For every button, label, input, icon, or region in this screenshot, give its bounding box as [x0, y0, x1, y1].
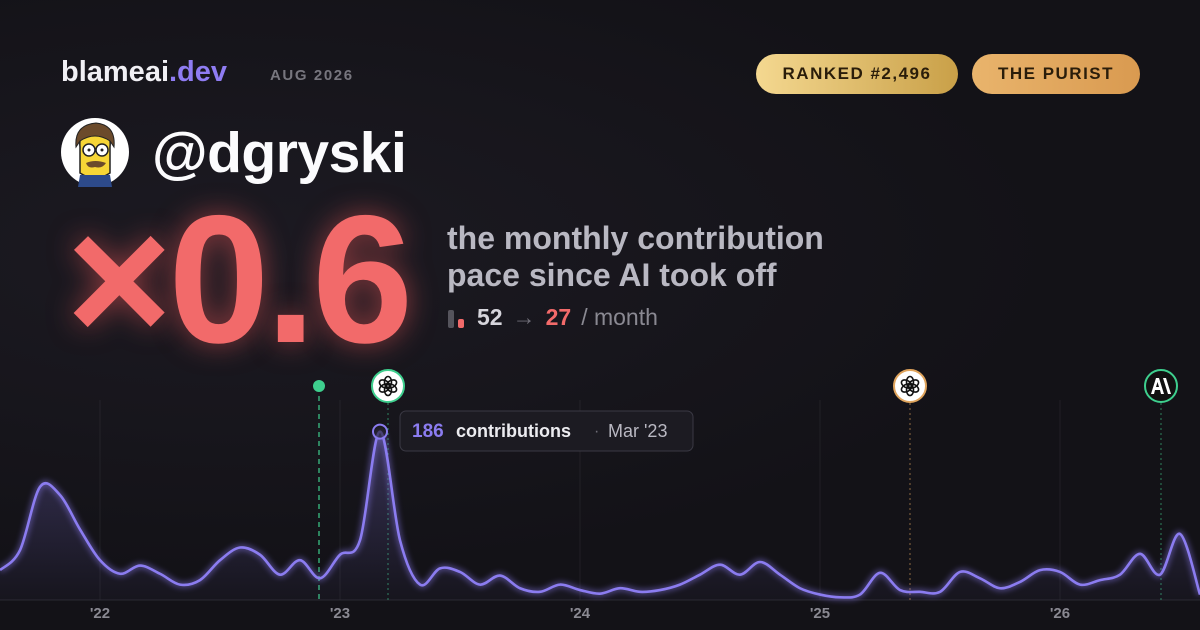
caption-line: pace since AI took off: [447, 257, 777, 293]
x-tick-label: '22: [90, 605, 110, 622]
x-tick-label: '24: [570, 605, 591, 622]
caption: the monthly contribution pace since AI t…: [447, 220, 824, 294]
x-tick-label: '25: [810, 605, 830, 622]
x-tick-label: '23: [330, 605, 350, 622]
pace-unit: / month: [581, 304, 658, 330]
pace-icon: [448, 309, 464, 328]
pace-after: 27: [545, 304, 572, 330]
brand-tld: .dev: [169, 56, 228, 88]
tooltip-date: Mar '23: [608, 421, 667, 441]
line: [0, 430, 1200, 599]
brand-name: blameai: [61, 56, 169, 88]
pace-arrow: →: [512, 304, 536, 330]
period: AUG 2026: [270, 67, 354, 84]
rank-badge: RANKED #2,496: [756, 54, 958, 94]
openai-icon: [893, 369, 927, 403]
pace-before: 52: [477, 304, 503, 330]
x-tick-label: '26: [1050, 605, 1070, 622]
line-glow: [0, 428, 1200, 601]
tooltip-label: contributions: [456, 421, 571, 441]
persona-badge: THE PURIST: [972, 54, 1140, 94]
caption-line: the monthly contribution: [447, 220, 824, 256]
tooltip-value: 186: [412, 421, 444, 442]
tooltip-box: [399, 410, 694, 452]
pace: 52 → 27 / month: [447, 304, 658, 331]
brand: blameai.dev: [61, 56, 227, 89]
area: [0, 431, 1200, 600]
openai-icon: [371, 369, 405, 403]
handle: @dgryski: [152, 121, 407, 185]
tooltip: 186 contributions · Mar '23: [399, 410, 694, 452]
multiplier: ×0.6: [66, 177, 413, 381]
tooltip-separator: ·: [594, 423, 599, 440]
avatar: [61, 118, 129, 187]
event-dot: [313, 380, 325, 392]
anthropic-icon: [1144, 369, 1178, 403]
highlight-point: [372, 423, 388, 440]
